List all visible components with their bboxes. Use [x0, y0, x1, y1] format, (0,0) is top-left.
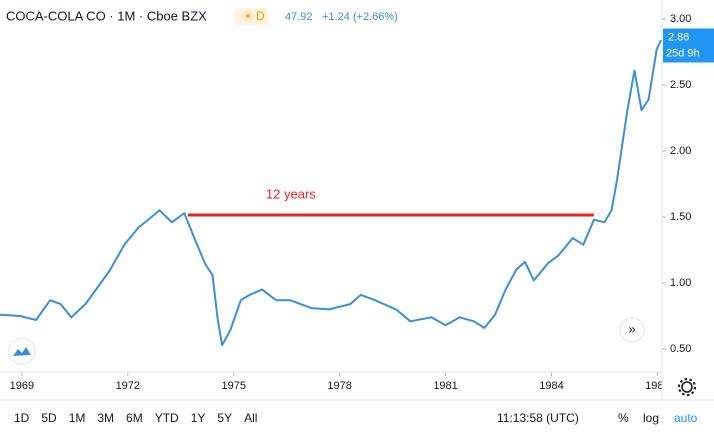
annotation-text: 12 years [266, 186, 316, 201]
price: 47.92 [285, 11, 313, 23]
percent-toggle[interactable]: % [618, 411, 629, 425]
x-tick-label: 1984 [539, 380, 563, 392]
price-change: +1.24 (+2.66%) [322, 11, 398, 23]
x-tick-label: 1981 [433, 380, 457, 392]
price-line [0, 39, 662, 347]
range-button[interactable]: All [244, 411, 257, 425]
range-button[interactable]: YTD [155, 411, 179, 425]
settings-button[interactable] [678, 378, 696, 396]
range-button[interactable]: 1D [14, 411, 30, 425]
range-button[interactable]: 5D [41, 411, 57, 425]
scroll-button[interactable]: » [619, 317, 645, 343]
x-tick-label: 1969 [10, 380, 34, 392]
badge: D [256, 9, 265, 23]
log-toggle[interactable]: log [643, 411, 659, 425]
countdown: 25d 9h [666, 47, 700, 59]
toolbar: 1D 5D 1M 3M 6M YTD 1Y 5Y All 11:13:58 (UTC)% log au… [14, 411, 698, 425]
range-button[interactable]: 1M [69, 411, 86, 425]
svg-text:»: » [628, 321, 635, 336]
x-axis: 1969 1972 1975 1978 1981 1984 1987 [10, 372, 670, 392]
last-price-tag [663, 28, 714, 63]
clock: 11:13:58 (UTC) [497, 411, 579, 425]
auto-toggle[interactable]: auto [674, 411, 698, 425]
y-tick-label: 1.00 [670, 277, 691, 289]
y-tick-label: 3.00 [670, 13, 691, 25]
range-button[interactable]: 3M [97, 411, 114, 425]
badge-bg [234, 8, 268, 25]
logo-button[interactable] [8, 337, 36, 365]
last-price-label: 2.86 [668, 31, 689, 43]
y-tick-label: 0.50 [670, 343, 691, 355]
y-axis: 0.50 1.00 1.50 2.00 2.50 3.00 2.86 25d 9h [662, 13, 714, 355]
range-button[interactable]: 1Y [191, 411, 206, 425]
x-tick-label: 1972 [116, 380, 140, 392]
badge-icon: ☀ [243, 11, 253, 23]
y-tick-label: 1.50 [670, 211, 691, 223]
plot-area: 12 years [0, 39, 662, 347]
y-tick-label: 2.50 [670, 79, 691, 91]
y-tick-label: 2.00 [670, 145, 691, 157]
x-tick-label: 1978 [327, 380, 351, 392]
x-tick-label: 1975 [221, 380, 245, 392]
symbol-title: COCA-COLA CO · 1M · Cboe BZX [6, 8, 207, 23]
range-button[interactable]: 6M [126, 411, 143, 425]
range-button[interactable]: 5Y [217, 411, 232, 425]
price-scale [662, 0, 714, 400]
